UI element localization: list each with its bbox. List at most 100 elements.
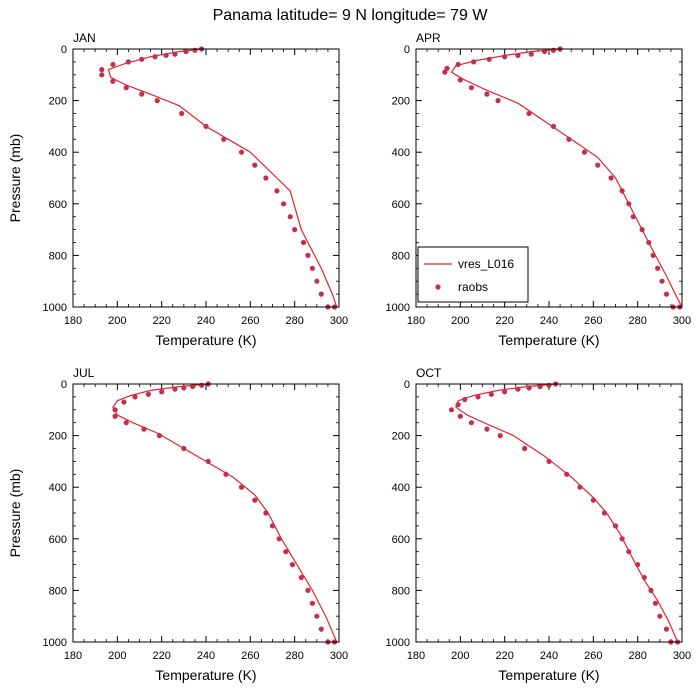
y-tick-label: 0 xyxy=(404,379,410,391)
data-point-raobs xyxy=(309,265,315,271)
data-point-raobs xyxy=(238,149,245,155)
data-point-raobs xyxy=(298,574,304,581)
data-point-raobs xyxy=(455,61,461,68)
y-tick-label: 400 xyxy=(49,147,67,159)
data-point-raobs xyxy=(457,413,463,419)
x-tick-label: 220 xyxy=(152,315,170,327)
data-point-raobs xyxy=(300,239,307,246)
data-point-raobs xyxy=(619,188,625,194)
data-point-raobs xyxy=(280,201,287,207)
data-point-raobs xyxy=(528,51,534,57)
data-point-raobs xyxy=(659,278,665,284)
y-tick-label: 200 xyxy=(49,431,67,443)
data-point-raobs xyxy=(110,61,116,68)
data-point-raobs xyxy=(221,136,227,142)
data-point-raobs xyxy=(154,98,160,104)
data-point-raobs xyxy=(269,523,276,529)
data-point-raobs xyxy=(526,110,532,117)
x-tick-label: 180 xyxy=(407,650,425,662)
data-point-raobs xyxy=(471,59,477,65)
x-tick-label: 180 xyxy=(64,650,82,662)
data-point-raobs xyxy=(159,389,165,395)
data-point-raobs xyxy=(444,65,450,71)
data-point-raobs xyxy=(314,613,320,619)
x-tick-label: 300 xyxy=(330,315,348,327)
data-point-raobs xyxy=(198,382,205,388)
data-point-raobs xyxy=(612,523,619,529)
x-tick-label: 220 xyxy=(495,650,513,662)
x-tick-label: 300 xyxy=(330,650,348,662)
y-tick-label: 600 xyxy=(392,199,410,211)
data-point-raobs xyxy=(183,48,189,55)
data-point-raobs xyxy=(515,52,521,59)
x-tick-label: 240 xyxy=(197,315,215,327)
data-point-raobs xyxy=(289,562,296,568)
data-point-raobs xyxy=(163,52,169,59)
data-point-raobs xyxy=(619,536,625,542)
y-tick-label: 400 xyxy=(392,147,410,159)
x-axis-label: Temperature (K) xyxy=(155,667,256,683)
data-point-raobs xyxy=(448,407,455,413)
data-point-raobs xyxy=(655,265,661,271)
x-tick-label: 240 xyxy=(540,315,558,327)
data-point-raobs xyxy=(646,239,652,246)
y-tick-label: 400 xyxy=(49,482,67,494)
y-tick-label: 600 xyxy=(49,534,67,546)
data-point-raobs xyxy=(462,396,468,403)
data-point-raobs xyxy=(172,51,178,57)
y-tick-label: 600 xyxy=(49,199,67,211)
data-point-raobs xyxy=(475,394,481,400)
x-axis-label: Temperature (K) xyxy=(498,332,599,348)
data-point-raobs xyxy=(283,549,289,555)
data-point-raobs xyxy=(99,72,105,78)
x-tick-label: 260 xyxy=(584,315,602,327)
data-point-raobs xyxy=(626,549,632,555)
panel-label: JUL xyxy=(73,366,95,380)
data-point-raobs xyxy=(132,394,138,400)
data-point-raobs xyxy=(502,389,508,395)
data-point-raobs xyxy=(537,383,543,390)
chart-panel-jul: 180 200 220 240 260 280 300 0 200 400 600 800 1000 JU… xyxy=(7,366,348,683)
data-point-raobs xyxy=(123,85,129,91)
data-point-raobs xyxy=(595,162,601,168)
x-tick-label: 240 xyxy=(197,650,215,662)
data-point-raobs xyxy=(657,613,663,619)
data-point-raobs xyxy=(526,385,532,391)
x-tick-label: 280 xyxy=(628,315,646,327)
figure-title: Panama latitude= 9 N longitude= 79 W xyxy=(213,7,489,24)
plot-frame xyxy=(72,383,340,643)
data-point-raobs xyxy=(502,54,508,60)
y-tick-label: 800 xyxy=(392,585,410,597)
data-point-raobs xyxy=(223,471,229,477)
data-point-raobs xyxy=(179,110,185,117)
x-tick-label: 200 xyxy=(451,315,469,327)
y-tick-label: 0 xyxy=(61,44,67,56)
data-point-raobs xyxy=(564,471,570,477)
data-point-raobs xyxy=(468,420,475,426)
data-point-raobs xyxy=(590,497,596,503)
data-point-raobs xyxy=(274,188,280,194)
data-point-raobs xyxy=(566,136,572,142)
data-point-raobs xyxy=(205,458,211,464)
x-axis-label: Temperature (K) xyxy=(155,332,256,348)
data-point-raobs xyxy=(663,626,670,632)
y-axis-label: Pressure (mb) xyxy=(7,469,23,558)
data-point-raobs xyxy=(522,445,528,452)
y-tick-label: 800 xyxy=(392,250,410,262)
data-point-raobs xyxy=(305,587,311,594)
data-point-raobs xyxy=(455,402,461,408)
y-tick-label: 200 xyxy=(392,431,410,443)
data-point-raobs xyxy=(110,78,116,84)
data-point-raobs xyxy=(635,562,641,568)
data-point-raobs xyxy=(139,91,145,97)
y-tick-label: 0 xyxy=(61,379,67,391)
data-point-raobs xyxy=(457,77,463,83)
data-point-raobs xyxy=(468,85,475,91)
y-tick-label: 800 xyxy=(49,250,67,262)
y-tick-label: 400 xyxy=(392,482,410,494)
data-point-raobs xyxy=(484,426,490,432)
data-point-raobs xyxy=(577,484,583,490)
x-axis-label: Temperature (K) xyxy=(498,667,599,683)
